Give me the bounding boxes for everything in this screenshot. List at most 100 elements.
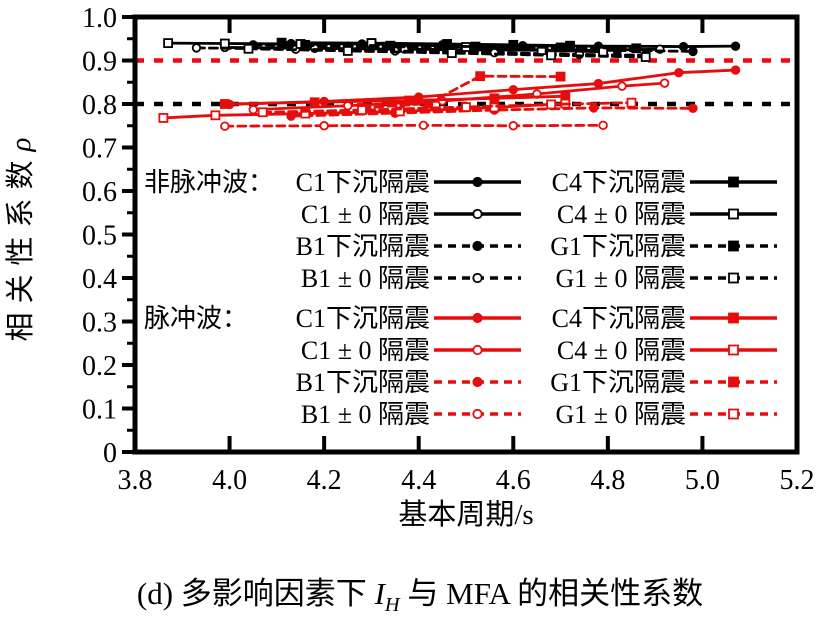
marker-square-filled xyxy=(631,43,642,54)
marker-square-open xyxy=(357,105,367,115)
caption-suffix: 与 MFA 的相关性系数 xyxy=(399,576,704,611)
marker-circle-open xyxy=(319,121,329,131)
legend-item-label: C1下沉隔震 xyxy=(296,304,430,333)
x-tick-label: 4.4 xyxy=(401,465,436,496)
marker-square-filled xyxy=(423,98,434,109)
series-line-pulse xyxy=(223,123,605,128)
marker-square-open xyxy=(394,106,405,117)
legend-group-label: 脉冲波： xyxy=(144,304,248,333)
marker-square-open xyxy=(158,113,169,123)
marker-square-filled xyxy=(728,312,739,324)
marker-circle-open xyxy=(598,120,608,131)
legend-item-label: B1下沉隔震 xyxy=(296,368,430,397)
legend-item-label: C4下沉隔震 xyxy=(552,304,686,333)
legend-item-label: B1下沉隔震 xyxy=(296,232,430,261)
y-axis-title-symbol: ρ xyxy=(5,129,37,153)
marker-circle-filled xyxy=(588,103,599,113)
y-tick-label: 0.1 xyxy=(82,395,117,426)
x-axis-title: 基本周期/s xyxy=(398,498,533,531)
legend-item-label: C1 ± 0 隔震 xyxy=(301,336,430,365)
marker-circle-open xyxy=(508,121,518,131)
legend-item-label: G1 ± 0 隔震 xyxy=(555,400,686,429)
marker-circle-open xyxy=(191,43,202,53)
legend-item-label: C1 ± 0 隔震 xyxy=(301,200,430,229)
marker-circle-open xyxy=(472,272,483,284)
marker-square-open xyxy=(546,99,557,110)
marker-square-open xyxy=(366,38,377,48)
x-tick-label: 5.0 xyxy=(685,465,720,496)
marker-square-open xyxy=(163,38,174,48)
caption-prefix: (d) 多影响因素下 xyxy=(136,576,375,611)
y-tick-label: 0.3 xyxy=(82,308,117,339)
marker-square-open xyxy=(210,110,221,121)
series-line-pulse xyxy=(360,74,562,110)
marker-circle-open xyxy=(472,408,483,420)
marker-circle-filled xyxy=(472,240,483,252)
marker-circle-open xyxy=(472,208,483,220)
marker-square-open xyxy=(300,108,311,119)
legend-item-label: C4下沉隔震 xyxy=(552,168,686,197)
marker-square-open xyxy=(219,38,230,49)
x-tick-label: 4.2 xyxy=(307,465,342,496)
marker-square-filled xyxy=(489,93,500,104)
marker-square-open xyxy=(626,97,637,108)
legend-item-label: C4 ± 0 隔震 xyxy=(557,200,686,229)
marker-square-open xyxy=(243,43,254,54)
marker-circle-filled xyxy=(674,67,684,78)
legend-item-label: B1 ± 0 隔震 xyxy=(301,264,430,293)
marker-square-filled xyxy=(309,97,320,108)
marker-square-filled xyxy=(475,71,486,82)
caption-subscript: H xyxy=(384,594,400,617)
marker-square-open xyxy=(546,50,557,61)
legend-item-label: C4 ± 0 隔震 xyxy=(557,336,686,365)
marker-square-open xyxy=(728,344,739,356)
marker-circle-open xyxy=(220,121,230,131)
marker-circle-open xyxy=(418,120,429,131)
legend-item-label: G1下沉隔震 xyxy=(550,368,686,397)
x-tick-label: 4.8 xyxy=(590,465,625,496)
marker-square-filled xyxy=(219,99,230,109)
marker-square-filled xyxy=(728,240,739,252)
y-axis-title-text: 相关性系数 xyxy=(4,151,37,341)
marker-square-open xyxy=(257,107,268,118)
marker-circle-filled xyxy=(730,65,741,75)
marker-circle-open xyxy=(472,344,483,356)
x-tick-label: 3.8 xyxy=(118,465,153,496)
marker-circle-filled xyxy=(688,103,698,114)
legend-item-label: G1 ± 0 隔震 xyxy=(555,264,686,293)
y-tick-label: 0.8 xyxy=(82,90,117,121)
marker-square-filled xyxy=(470,41,481,52)
marker-circle-open xyxy=(617,81,627,91)
marker-square-open xyxy=(461,102,471,112)
marker-square-filled xyxy=(728,176,739,188)
marker-square-filled xyxy=(442,39,452,49)
marker-circle-open xyxy=(659,78,670,88)
legend-item-label: G1下沉隔震 xyxy=(550,232,686,261)
marker-square-filled xyxy=(404,95,415,106)
x-tick-label: 4.6 xyxy=(496,465,531,496)
marker-square-filled xyxy=(385,40,396,51)
y-tick-label: 0.2 xyxy=(82,351,117,382)
marker-circle-open xyxy=(248,104,258,115)
marker-circle-filled xyxy=(730,41,741,51)
marker-square-filled xyxy=(300,39,311,50)
y-tick-label: 1.0 xyxy=(82,3,117,34)
legend-group-label: 非脉冲波： xyxy=(144,168,274,197)
marker-circle-filled xyxy=(678,41,689,52)
y-tick-label: 0.6 xyxy=(82,177,117,208)
marker-square-open xyxy=(640,52,651,62)
marker-circle-filled xyxy=(508,84,518,95)
y-tick-label: 0.9 xyxy=(82,47,117,78)
chart-plot-area: 3.8 4.0 4.2 4.4 4.6 4.8 5.0 5.2 0 0.1 0.2 0.3 0.4 0.5… xyxy=(82,3,815,496)
marker-circle-filled xyxy=(472,376,483,388)
marker-square-open xyxy=(446,48,457,59)
x-tick-label: 4.0 xyxy=(212,465,247,496)
marker-square-open xyxy=(728,408,739,420)
marker-circle-filled xyxy=(472,176,483,188)
x-tick-label: 5.2 xyxy=(780,465,815,496)
legend-item-label: B1 ± 0 隔震 xyxy=(301,400,430,429)
marker-square-filled xyxy=(555,42,566,53)
y-tick-label: 0.7 xyxy=(82,134,117,165)
caption-variable: IH xyxy=(374,576,400,617)
